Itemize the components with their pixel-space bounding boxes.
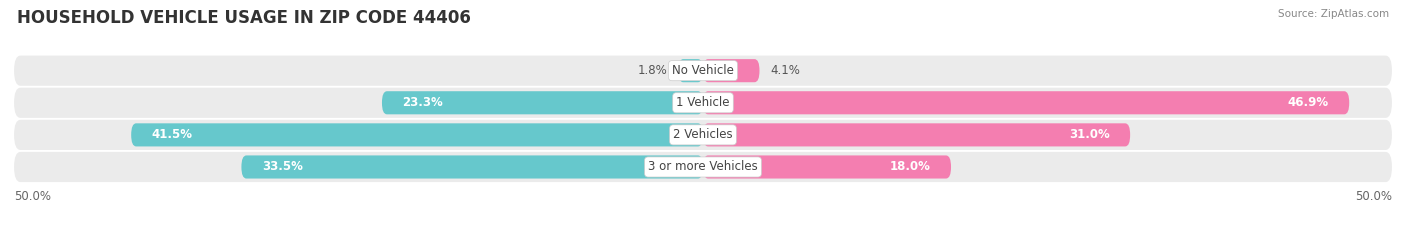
FancyBboxPatch shape — [703, 123, 1130, 146]
FancyBboxPatch shape — [14, 152, 1392, 182]
Text: 41.5%: 41.5% — [152, 128, 193, 141]
Text: 46.9%: 46.9% — [1288, 96, 1329, 109]
Text: 1.8%: 1.8% — [637, 64, 668, 77]
Text: 50.0%: 50.0% — [14, 190, 51, 203]
Text: 4.1%: 4.1% — [770, 64, 800, 77]
Text: 3 or more Vehicles: 3 or more Vehicles — [648, 161, 758, 174]
FancyBboxPatch shape — [14, 120, 1392, 150]
Text: 23.3%: 23.3% — [402, 96, 443, 109]
FancyBboxPatch shape — [14, 56, 1392, 86]
FancyBboxPatch shape — [678, 59, 703, 82]
FancyBboxPatch shape — [131, 123, 703, 146]
FancyBboxPatch shape — [703, 59, 759, 82]
FancyBboxPatch shape — [242, 155, 703, 178]
FancyBboxPatch shape — [14, 88, 1392, 118]
Text: 2 Vehicles: 2 Vehicles — [673, 128, 733, 141]
Text: 50.0%: 50.0% — [1355, 190, 1392, 203]
FancyBboxPatch shape — [703, 155, 950, 178]
FancyBboxPatch shape — [703, 91, 1350, 114]
Text: HOUSEHOLD VEHICLE USAGE IN ZIP CODE 44406: HOUSEHOLD VEHICLE USAGE IN ZIP CODE 4440… — [17, 9, 471, 27]
Text: 33.5%: 33.5% — [262, 161, 302, 174]
Text: 18.0%: 18.0% — [890, 161, 931, 174]
Text: Source: ZipAtlas.com: Source: ZipAtlas.com — [1278, 9, 1389, 19]
Text: No Vehicle: No Vehicle — [672, 64, 734, 77]
FancyBboxPatch shape — [382, 91, 703, 114]
Text: 31.0%: 31.0% — [1069, 128, 1109, 141]
Text: 1 Vehicle: 1 Vehicle — [676, 96, 730, 109]
